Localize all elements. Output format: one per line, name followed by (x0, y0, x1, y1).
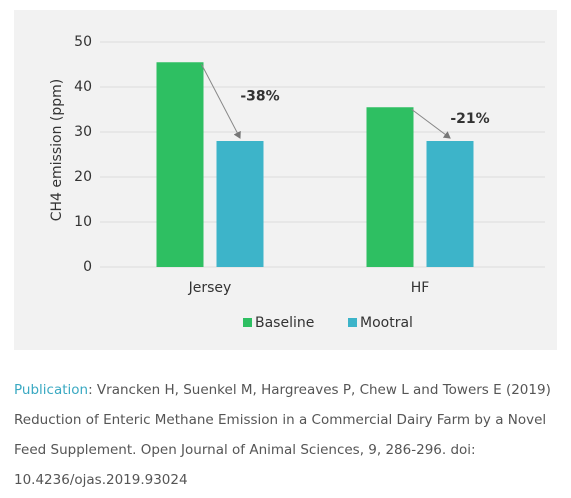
change-label: -21% (450, 111, 489, 127)
change-label: -38% (240, 89, 279, 105)
legend-label: Mootral (360, 315, 413, 331)
change-arrow (201, 64, 241, 139)
y-tick-label: 50 (74, 34, 92, 50)
bar (156, 62, 204, 267)
change-arrow (411, 108, 451, 139)
bar (426, 141, 474, 267)
y-tick-label: 30 (74, 124, 92, 140)
y-axis-label: CH4 emission (ppm) (49, 79, 65, 222)
legend-swatch (243, 318, 252, 327)
caption-link[interactable]: Publication (14, 382, 89, 398)
x-tick-label: Jersey (188, 280, 232, 296)
legend-label: Baseline (255, 315, 314, 331)
caption-text: : Vrancken H, Suenkel M, Hargreaves P, C… (14, 382, 551, 488)
legend-swatch (348, 318, 357, 327)
y-tick-label: 20 (74, 169, 92, 185)
caption: Publication: Vrancken H, Suenkel M, Harg… (14, 375, 554, 495)
y-tick-label: 10 (74, 214, 92, 230)
y-tick-label: 0 (83, 259, 92, 275)
bar (216, 141, 264, 267)
y-tick-label: 40 (74, 79, 92, 95)
chart: CH4 emission (ppm) 0 10 20 30 40 50 Jersey -38%… (49, 34, 545, 331)
bar (366, 107, 414, 267)
x-tick-label: HF (411, 280, 430, 296)
